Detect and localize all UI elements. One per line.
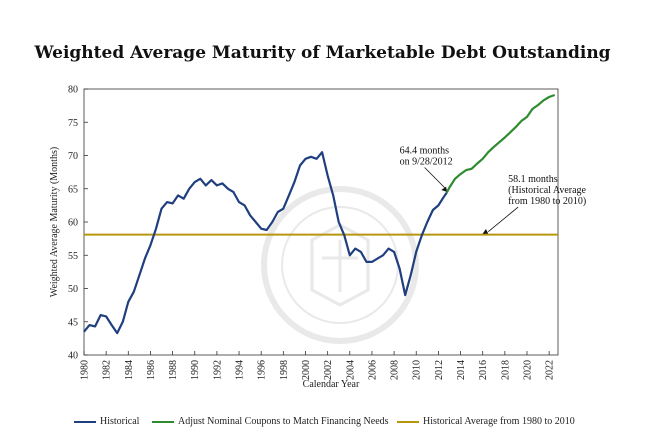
legend-swatch-historical-average xyxy=(397,420,419,423)
annotation-arrowhead xyxy=(482,229,489,234)
y-tick-label: 50 xyxy=(68,284,78,295)
chart-title: Weighted Average Maturity of Marketable … xyxy=(34,43,611,63)
legend-swatch-adjust-nominal-coupons xyxy=(152,420,174,423)
annotation-arrow xyxy=(424,167,447,191)
treasury-seal-watermark xyxy=(261,186,419,344)
annotation-text: 64.4 months xyxy=(400,146,450,157)
y-tick-label: 65 xyxy=(68,184,78,195)
legend-item-adjust-nominal-coupons: Adjust Nominal Coupons to Match Financin… xyxy=(152,416,389,427)
annotation-arrow xyxy=(487,206,519,232)
annotation-text: from 1980 to 2010) xyxy=(508,196,586,207)
y-tick-label: 40 xyxy=(68,351,78,362)
x-tick-label: 2016 xyxy=(478,360,489,380)
plot-frame xyxy=(83,88,559,356)
annotation-text: 58.1 months xyxy=(508,174,558,185)
x-axis-label: Calendar Year xyxy=(303,379,360,390)
y-tick-label: 55 xyxy=(68,251,78,262)
x-tick-label: 2002 xyxy=(323,360,334,380)
x-tick-label: 2010 xyxy=(412,360,423,380)
x-tick-label: 2008 xyxy=(390,360,401,380)
y-tick-label: 60 xyxy=(68,218,78,229)
x-tick-label: 2018 xyxy=(500,360,511,380)
x-tick-label: 2022 xyxy=(545,360,556,380)
annotation-text: on 9/28/2012 xyxy=(400,157,453,168)
x-tick-label: 1986 xyxy=(146,360,157,380)
x-tick-label: 1998 xyxy=(279,360,290,380)
x-tick-label: 1982 xyxy=(102,360,113,380)
y-tick-label: 75 xyxy=(68,118,78,129)
x-tick-label: 1990 xyxy=(190,360,201,380)
legend-label-adjust-nominal-coupons: Adjust Nominal Coupons to Match Financin… xyxy=(178,416,389,427)
x-tick-label: 2006 xyxy=(367,360,378,380)
x-tick-label: 2014 xyxy=(456,360,467,380)
y-tick-label: 45 xyxy=(68,317,78,328)
x-tick-label: 1988 xyxy=(168,360,179,380)
legend-label-historical: Historical xyxy=(100,416,140,427)
x-tick-label: 1992 xyxy=(212,360,223,380)
legend-swatch-historical xyxy=(74,420,96,423)
legend-label-historical-average: Historical Average from 1980 to 2010 xyxy=(423,416,575,427)
x-tick-label: 2020 xyxy=(522,360,533,380)
y-tick-label: 80 xyxy=(68,85,78,96)
x-tick-label: 1994 xyxy=(235,360,246,380)
x-tick-label: 2012 xyxy=(434,360,445,380)
legend-item-historical: Historical xyxy=(74,416,139,427)
annotation-text: (Historical Average xyxy=(508,185,586,196)
x-tick-label: 2004 xyxy=(345,360,356,380)
y-axis-label: Weighted Average Maturity (Months) xyxy=(49,147,60,297)
x-tick-label: 1980 xyxy=(80,360,91,380)
annotation-arrowhead xyxy=(441,186,447,192)
x-tick-label: 1996 xyxy=(257,360,268,380)
x-tick-label: 2000 xyxy=(301,360,312,380)
series-line-historical xyxy=(83,151,448,335)
legend-item-historical-average: Historical Average from 1980 to 2010 xyxy=(397,416,575,427)
y-tick-label: 70 xyxy=(68,151,78,162)
x-tick-label: 1984 xyxy=(124,360,135,380)
